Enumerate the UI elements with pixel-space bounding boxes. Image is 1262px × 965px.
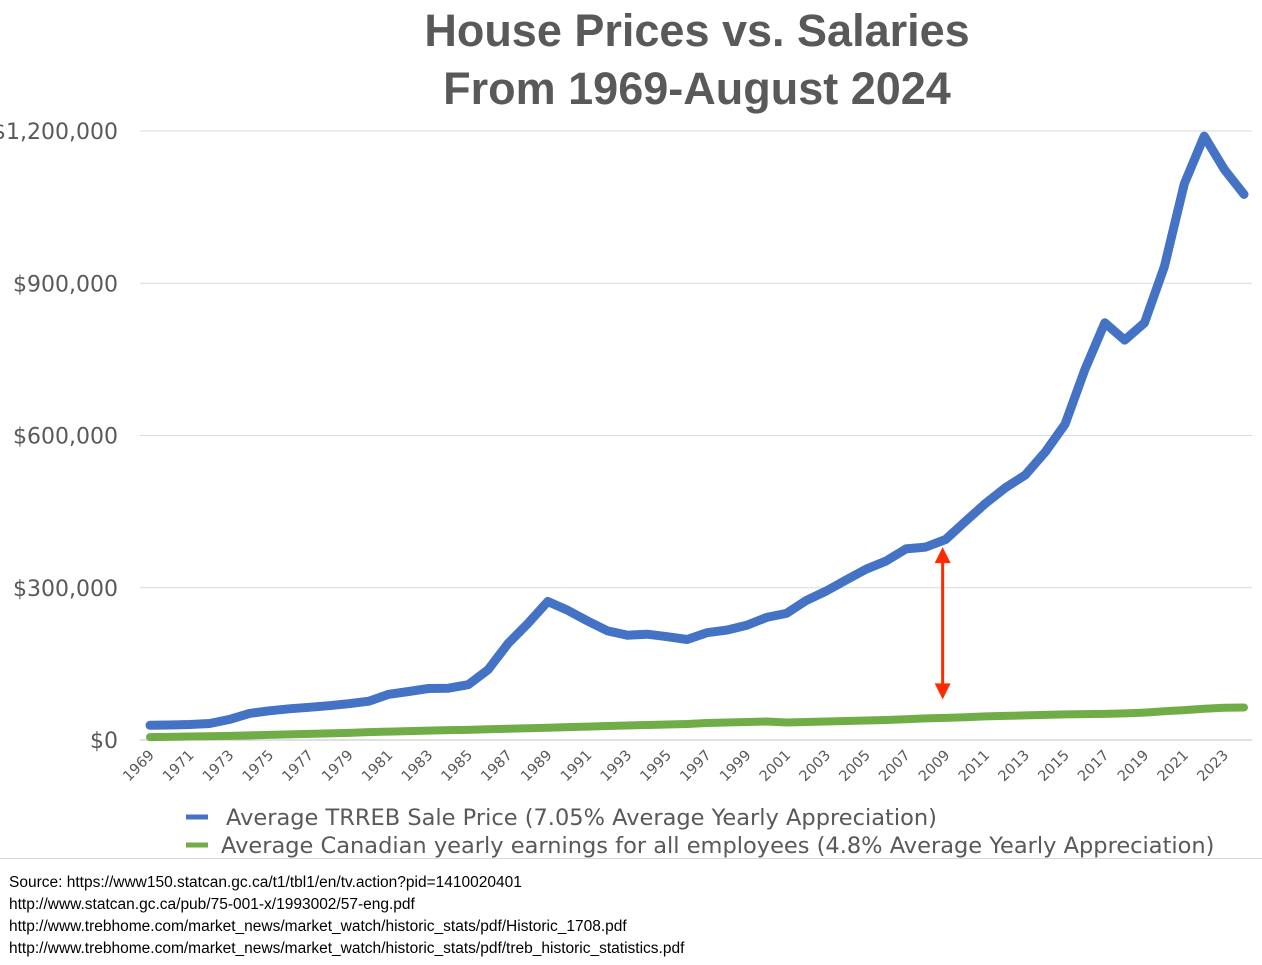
source-line: http://www.trebhome.com/market_news/mark… [9,940,685,957]
x-tick-label: 2019 [1115,748,1152,785]
x-tick-label: 1985 [439,748,476,785]
y-tick-label: $900,000 [13,272,118,297]
x-tick-label: 1979 [319,748,356,785]
series-line-earnings [146,703,1248,742]
x-tick-label: 2023 [1195,748,1232,785]
source-line: http://www.trebhome.com/market_news/mark… [9,918,627,935]
x-tick-label: 1993 [598,748,635,785]
legend-label: Average Canadian yearly earnings for all… [221,833,1214,858]
chart-title-line-2: From 1969-August 2024 [443,63,951,114]
x-tick-label: 1991 [558,748,595,785]
chart-title: House Prices vs. Salaries From 1969-Augu… [150,2,1244,118]
series-lines [145,131,1249,742]
annotation [934,547,951,700]
y-tick-label: $600,000 [13,425,118,450]
source-line: Source: https://www150.statcan.gc.ca/t1/… [9,874,522,891]
x-tick-label: 2021 [1155,748,1192,785]
x-tick-label: 1969 [120,748,157,785]
y-tick-label: $1,200,000 [0,120,118,145]
x-tick-label: 2001 [757,748,794,785]
x-tick-label: 1971 [160,748,197,785]
x-tick-label: 2011 [956,748,993,785]
x-tick-label: 1987 [478,748,515,785]
x-tick-label: 1997 [677,748,714,785]
x-tick-label: 2005 [836,748,873,785]
x-tick-label: 1975 [240,748,277,785]
x-tick-label: 1977 [280,748,317,785]
x-tick-label: 1973 [200,748,237,785]
x-tick-label: 2017 [1075,748,1112,785]
x-tick-label: 2007 [876,748,913,785]
legend-label: Average TRREB Sale Price (7.05% Average … [226,805,937,831]
source-line: http://www.statcan.gc.ca/pub/75-001-x/19… [9,896,415,913]
line-chart: $0 $300,000 $600,000 $900,000 $1,200,000 196… [0,120,1252,858]
x-tick-label: 2003 [797,748,834,785]
x-tick-label: 2015 [1035,748,1072,785]
gridlines [140,130,1252,741]
difference-arrow-head-up [934,547,951,564]
x-tick-label: 1995 [638,748,675,785]
x-tick-label: 1999 [717,748,754,785]
x-tick-label: 1989 [518,748,555,785]
chart-title-line-1: House Prices vs. Salaries [424,5,970,56]
x-tick-label: 2009 [916,748,953,785]
difference-arrow-head-down [934,683,951,700]
x-tick-label: 1983 [399,748,436,785]
x-axis-tick-labels: 1969 1971 1973 1975 1977 1979 1981 1983 1985 1987… [120,748,1232,785]
y-tick-label: $0 [90,729,118,754]
y-tick-label: $300,000 [13,577,118,602]
source-citations: Source: https://www150.statcan.gc.ca/t1/… [0,858,1262,965]
x-tick-label: 1981 [359,748,396,785]
y-axis-tick-labels: $0 $300,000 $600,000 $900,000 $1,200,000 [0,120,118,754]
series-line-house-price [145,131,1249,730]
legend: Average TRREB Sale Price (7.05% Average … [186,805,1214,858]
x-tick-label: 2013 [996,748,1033,785]
